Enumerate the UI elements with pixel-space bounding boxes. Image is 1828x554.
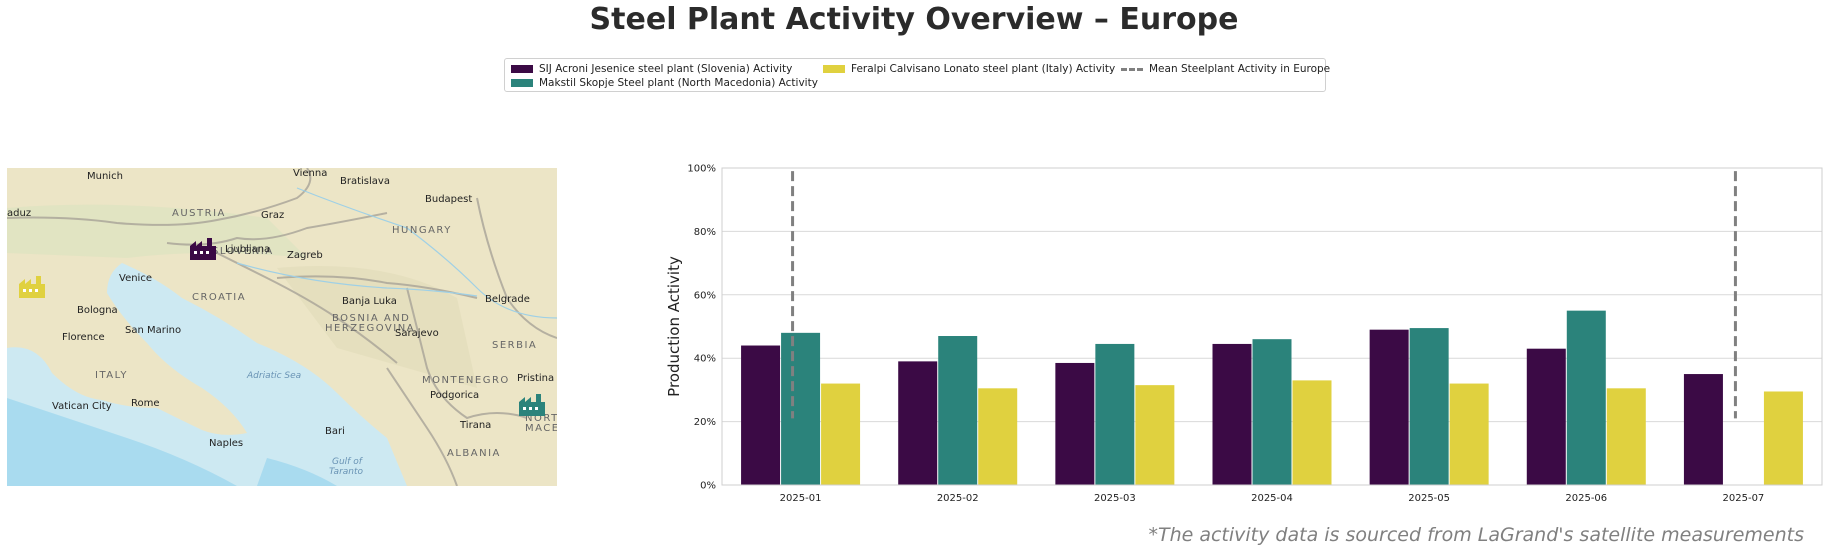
legend-label-north-macedonia: Makstil Skopje Steel plant (North Macedo…: [539, 77, 818, 89]
bar: [898, 361, 938, 485]
x-tick-label: 2025-07: [1723, 493, 1765, 504]
map-city-vienna: Vienna: [293, 168, 327, 179]
map-city-munich: Munich: [87, 171, 123, 182]
legend-item-mean: Mean Steelplant Activity in Europe: [1121, 63, 1330, 75]
map-city-rome: Rome: [131, 398, 160, 409]
map-sea-taranto: Taranto: [329, 467, 364, 477]
y-tick-label: 40%: [694, 354, 716, 365]
legend-item-north-macedonia: Makstil Skopje Steel plant (North Macedo…: [511, 77, 818, 89]
map-city-graz: Graz: [261, 210, 284, 221]
bar: [978, 388, 1018, 485]
legend-label-italy: Feralpi Calvisano Lonato steel plant (It…: [851, 63, 1116, 75]
y-tick-label: 100%: [687, 164, 716, 175]
map-city-sarajevo: Sarajevo: [395, 328, 439, 339]
map-city-bari: Bari: [325, 426, 345, 437]
bar: [1135, 385, 1175, 485]
map-city-banja-luka: Banja Luka: [342, 296, 397, 307]
legend-swatch-north-macedonia: [511, 79, 533, 87]
bar-chart: 0% 20% 40% 60% 80% 100% 2025-01 2025-02 2025-03…: [665, 164, 1823, 504]
y-tick-label: 20%: [694, 417, 716, 428]
legend-swatch-mean: [1121, 67, 1143, 71]
map-city-zagreb: Zagreb: [287, 250, 323, 261]
map-city-tirana: Tirana: [459, 420, 491, 431]
map-country-italy: ITALY: [95, 370, 128, 381]
y-tick-label: 80%: [694, 227, 716, 238]
map-sea-gulf: Gulf of: [332, 457, 364, 467]
map-sea-adriatic: Adriatic Sea: [246, 371, 301, 381]
bar: [1409, 328, 1449, 485]
map-city-pristina: Pristina: [517, 373, 554, 384]
map-country-macedonia: MACEDO: [525, 423, 557, 434]
legend-swatch-italy: [823, 65, 845, 73]
x-tick-label: 2025-06: [1565, 493, 1607, 504]
y-axis-label: Production Activity: [665, 256, 683, 397]
legend-label-mean: Mean Steelplant Activity in Europe: [1149, 63, 1331, 75]
x-tick-label: 2025-02: [937, 493, 979, 504]
plot-frame: [721, 167, 1823, 486]
chart-legend: SIJ Acroni Jesenice steel plant (Sloveni…: [504, 58, 1330, 92]
legend-item-italy: Feralpi Calvisano Lonato steel plant (It…: [823, 63, 1115, 75]
x-tick-label: 2025-03: [1094, 493, 1136, 504]
map-cities: Munich Vienna Bratislava Budapest Graz L…: [7, 168, 554, 449]
map-country-serbia: SERBIA: [492, 340, 537, 351]
bar: [1763, 391, 1803, 485]
map-city-vatican: Vatican City: [52, 401, 112, 412]
y-tick-label: 0%: [700, 481, 716, 492]
map-country-hungary: HUNGARY: [392, 225, 452, 236]
legend-swatch-slovenia: [511, 65, 533, 73]
bar: [1055, 362, 1095, 485]
map-country-croatia: CROATIA: [192, 292, 246, 303]
bar: [1606, 388, 1646, 485]
bar: [1449, 383, 1489, 485]
bar: [821, 383, 861, 485]
x-tick-label: 2025-04: [1251, 493, 1293, 504]
x-tick-label: 2025-05: [1408, 493, 1450, 504]
y-axis-ticks: 0% 20% 40% 60% 80% 100%: [687, 164, 716, 492]
map-country-herzegovina: HERZEGOVINA: [325, 323, 415, 334]
chart-bars: [741, 310, 1803, 485]
factory-icon: [190, 238, 216, 260]
map-country-albania: ALBANIA: [447, 448, 501, 459]
map-city-ljubljana: Ljubljana: [225, 244, 270, 255]
bar: [781, 332, 821, 485]
chart-mean-markers: [791, 171, 1737, 419]
y-tick-label: 60%: [694, 290, 716, 301]
bar: [1566, 310, 1606, 485]
bar: [1252, 339, 1292, 485]
map-city-bologna: Bologna: [77, 305, 118, 316]
map-city-podgorica: Podgorica: [430, 390, 479, 401]
map-city-belgrade: Belgrade: [485, 294, 530, 305]
map-city-budapest: Budapest: [425, 194, 472, 205]
bar: [1369, 329, 1409, 485]
bar: [1292, 380, 1332, 485]
legend-label-slovenia: SIJ Acroni Jesenice steel plant (Sloveni…: [539, 63, 793, 75]
map-city-san-marino: San Marino: [125, 325, 181, 336]
factory-icon: [19, 276, 45, 298]
footnote: *The activity data is sourced from LaGra…: [1148, 524, 1804, 546]
map-city-naples: Naples: [209, 438, 243, 449]
bar: [1683, 374, 1723, 485]
map-country-bosnia: BOSNIA AND: [332, 313, 410, 324]
map-country-north: NORTH: [525, 413, 557, 424]
map-country-montenegro: MONTENEGRO: [422, 375, 510, 386]
bar: [1095, 343, 1135, 485]
europe-map: AUSTRIA HUNGARY SLOVENIA CROATIA BOSNIA …: [7, 168, 557, 486]
x-tick-label: 2025-01: [780, 493, 822, 504]
page-title: Steel Plant Activity Overview – Europe: [589, 2, 1239, 37]
bar: [1526, 348, 1566, 485]
bar: [1212, 343, 1252, 485]
legend-item-slovenia: SIJ Acroni Jesenice steel plant (Sloveni…: [511, 63, 792, 75]
map-country-slovenia: SLOVENIA: [212, 246, 274, 257]
x-axis-ticks: 2025-01 2025-02 2025-03 2025-04 2025-05 2025-…: [780, 493, 1765, 504]
map-country-austria: AUSTRIA: [172, 208, 226, 219]
map-city-florence: Florence: [62, 332, 105, 343]
bar: [938, 336, 978, 485]
map-city-vaduz: aduz: [7, 208, 31, 219]
map-city-bratislava: Bratislava: [340, 176, 390, 187]
factory-icon: [519, 394, 545, 416]
bar: [741, 345, 781, 485]
map-city-venice: Venice: [119, 273, 152, 284]
